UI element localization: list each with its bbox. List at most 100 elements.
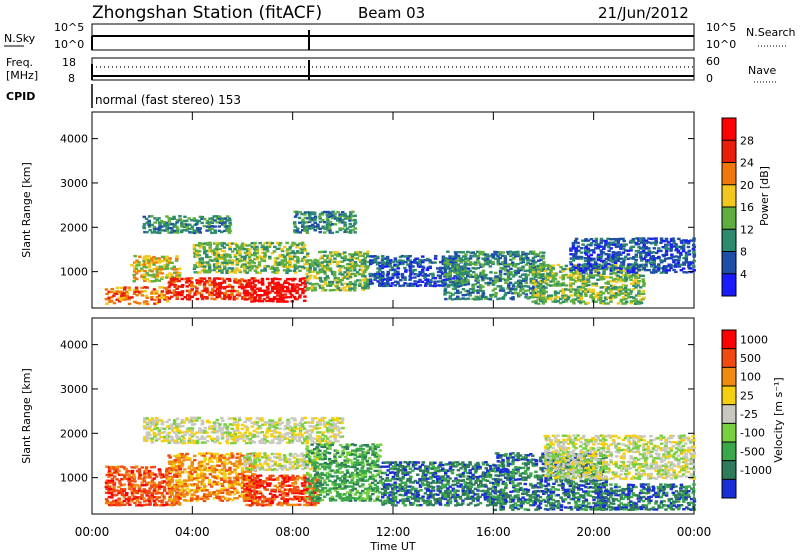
radar-cell [561, 267, 565, 271]
radar-cell [168, 495, 172, 499]
radar-cell [404, 260, 408, 264]
radar-cell [153, 424, 157, 428]
radar-cell [484, 295, 488, 299]
radar-cell [516, 281, 521, 284]
radar-cell [692, 251, 696, 254]
radar-cell [167, 477, 172, 480]
radar-cell [596, 247, 601, 250]
radar-cell [453, 285, 457, 288]
radar-cell [220, 427, 225, 430]
radar-cell [313, 225, 318, 228]
radar-cell [165, 420, 169, 424]
radar-cell [152, 263, 156, 266]
radar-cell [609, 288, 613, 291]
radar-cell [396, 280, 400, 284]
radar-cell [311, 226, 315, 230]
radar-cell [202, 437, 207, 440]
radar-cell [152, 290, 157, 293]
radar-cell [336, 286, 340, 290]
radar-cell [150, 437, 155, 440]
radar-cell [133, 265, 137, 268]
radar-cell [203, 295, 207, 299]
radar-cell [674, 245, 678, 248]
radar-cell [343, 275, 348, 278]
radar-cell [197, 480, 202, 484]
radar-cell [132, 288, 137, 292]
radar-cell [154, 257, 159, 260]
radar-cell [611, 292, 616, 295]
radar-cell [122, 466, 126, 469]
radar-cell [353, 264, 357, 267]
radar-cell [386, 282, 390, 286]
radar-cell [170, 470, 174, 473]
radar-cell [218, 257, 222, 260]
radar-cell [215, 270, 219, 274]
radar-cell [216, 458, 220, 461]
radar-cell [634, 241, 639, 245]
radar-cell [675, 247, 679, 250]
radar-cell [155, 485, 159, 488]
radar-cell [221, 419, 225, 422]
radar-cell [358, 268, 362, 271]
radar-cell [491, 289, 496, 292]
radar-cell [135, 301, 139, 305]
radar-cell [180, 229, 184, 232]
radar-cell [143, 489, 147, 492]
radar-cell [192, 419, 197, 422]
radar-cell [341, 426, 345, 430]
radar-cell [119, 487, 124, 491]
radar-cell [147, 481, 152, 484]
radar-cell [290, 454, 295, 458]
radar-cell [202, 277, 207, 280]
radar-cell [352, 289, 357, 292]
radar-cell [173, 459, 177, 462]
radar-cell [182, 499, 187, 502]
radar-cell [265, 431, 269, 434]
radar-cell [340, 252, 345, 255]
radar-cell [325, 269, 330, 272]
radar-cell [212, 497, 217, 500]
radar-cell [165, 229, 169, 232]
radar-cell [499, 287, 503, 290]
radar-cell [364, 277, 368, 280]
nsky-tick-bottom: 10^0 [54, 38, 84, 51]
radar-cell [285, 437, 290, 440]
radar-cell [345, 266, 350, 270]
radar-cell [240, 486, 245, 490]
radar-cell [357, 254, 362, 257]
radar-cell [305, 211, 310, 214]
radar-cell [311, 419, 315, 422]
radar-cell [325, 254, 330, 258]
radar-cell [676, 251, 681, 254]
radar-cell [335, 285, 339, 288]
radar-cell [209, 485, 214, 488]
radar-cell [454, 260, 458, 264]
radar-cell [215, 265, 219, 268]
radar-cell [480, 277, 485, 280]
radar-cell [210, 294, 214, 297]
radar-cell [207, 263, 212, 266]
radar-cell [253, 269, 258, 272]
radar-cell [637, 302, 641, 305]
radar-cell [293, 260, 298, 263]
radar-cell [537, 259, 541, 262]
radar-cell [544, 264, 548, 267]
radar-cell [283, 456, 287, 459]
radar-cell [265, 440, 270, 443]
radar-cell [581, 265, 586, 268]
radar-cell [170, 437, 175, 440]
radar-cell [250, 460, 254, 463]
radar-cell [366, 287, 370, 290]
radar-cell [157, 433, 161, 437]
radar-cell [245, 253, 249, 257]
radar-cell [218, 242, 222, 245]
radar-cell [481, 265, 485, 268]
radar-cell [534, 292, 538, 295]
radar-cell [142, 300, 147, 304]
radar-cell [180, 485, 185, 488]
radar-cell [273, 468, 277, 471]
radar-cell [479, 275, 483, 278]
radar-cell [242, 267, 247, 270]
radar-cell [323, 440, 328, 443]
radar-cell [463, 264, 467, 268]
